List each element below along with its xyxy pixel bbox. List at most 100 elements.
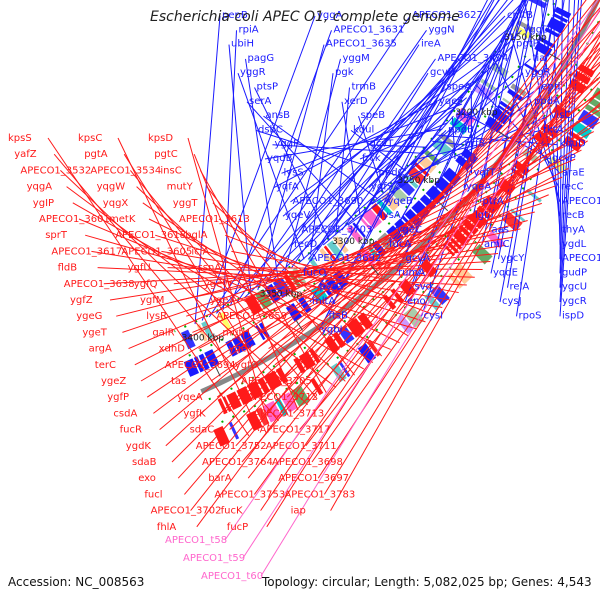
tick-mark [295,320,303,331]
tick-mark [214,365,221,377]
gene-label: yqeF [439,96,463,107]
gene-label: ppdB [448,124,474,135]
label-connector [309,0,493,303]
gene-label: sdaB [132,457,157,468]
gene-label: APECO1_3693 [562,253,600,264]
gene-label: epd [542,82,561,93]
gene-label: ssnA [198,263,222,274]
feature-block [330,362,347,383]
gene-label: ygfM [140,295,164,306]
label-connector [317,0,500,288]
feature-block [544,27,561,38]
label-connector [499,0,557,303]
feature-block [381,191,401,212]
label-connector [224,0,599,541]
gene-label: APECO1_3692 [311,253,382,264]
gene-label: yqfA [276,182,299,193]
gene-label: metK [109,214,136,225]
gene-label: fucl [144,489,162,500]
gene-label: fhlA [157,522,177,533]
gene-label: ppdA [534,96,560,107]
label-connector [140,109,600,382]
gene-label: yggN [429,24,455,35]
label-connector [273,77,481,189]
gene-label: APECO1_3694 [165,360,236,371]
gene-label: gudP [562,267,587,278]
gene-label: ygeZ [101,376,126,387]
accession-text: Accession: NC_008563 [8,575,145,589]
gene-label: barA [208,473,232,484]
feature-block [448,236,463,250]
gene-label: sprT [45,230,68,241]
feature-block [362,208,382,229]
label-connector [264,128,443,160]
gene-label: pyrG [320,282,344,293]
label-connector [60,170,308,405]
label-lines [47,0,600,577]
gene-label: ptsP [257,82,279,93]
label-connector [184,7,600,495]
gene-label: svd [415,282,432,293]
gene-label: fucP [227,522,248,533]
label-connector [326,0,495,317]
gene-label: yqeB [388,196,413,207]
gene-label: cmtB [507,10,533,21]
gene-label: prfB [465,139,486,150]
tick-mark [438,202,449,212]
feature-block [262,400,283,423]
gene-label: iap [291,506,306,517]
gene-label: ygfP [107,392,129,403]
label-connector [540,0,561,231]
label-connector [243,29,522,299]
gene-label: APECO1_3705 [241,376,312,387]
gene-label: ygfU [128,263,151,274]
label-connector [330,34,600,511]
gene-label: frck [362,153,381,164]
label-connector [223,76,600,414]
gene-label: visC [551,110,572,121]
gene-label: serA [249,96,271,107]
gene-label: APECO1_3712 [247,392,318,403]
label-connector [260,9,600,511]
gene-label: lgt [475,210,488,221]
label-connector [177,20,600,479]
feature-block [390,288,405,304]
label-connector [335,87,350,236]
label-connector [437,134,558,146]
gene-label: APECO1_3752 [196,441,267,452]
feature-block [217,398,228,415]
label-connector [199,170,328,394]
label-connector [78,218,391,350]
feature-block [240,330,256,349]
gene-label: pgtP [516,39,539,50]
gene-label: yqgA [27,182,53,193]
label-connector [228,44,252,295]
gene-label: kpsC [78,133,102,144]
gene-label: yggR [240,67,266,78]
feature-block [319,248,334,265]
gene-label: gcvP [552,153,576,164]
gene-label: speB [361,110,386,121]
feature-block [308,347,321,364]
gene-label: tia [533,53,546,64]
gene-label: fucR [120,425,142,436]
gene-label: sdaC [190,425,215,436]
label-connector [291,0,514,246]
gene-label: APECO1_3753 [214,489,285,500]
label-connector [246,101,355,221]
label-connector [451,116,456,160]
gene-label: APECO1_3627 [412,10,483,21]
gene-label: APECO1_3698 [272,457,343,468]
gene-label: ygeT [82,327,107,338]
label-connector [263,115,378,200]
gene-label: ptrA [483,196,504,207]
label-connector [480,37,507,202]
gene-label: ubiH [231,39,254,50]
gene-label: lysR [146,311,167,322]
label-connector [222,30,237,310]
genome-title: Escherichia coli APEC O1, complete genom… [150,9,460,25]
label-connector [299,71,600,430]
label-connector [282,23,515,217]
tick-label: 3150 kbp [504,33,547,43]
gene-label: APECO1_3783 [284,489,355,500]
